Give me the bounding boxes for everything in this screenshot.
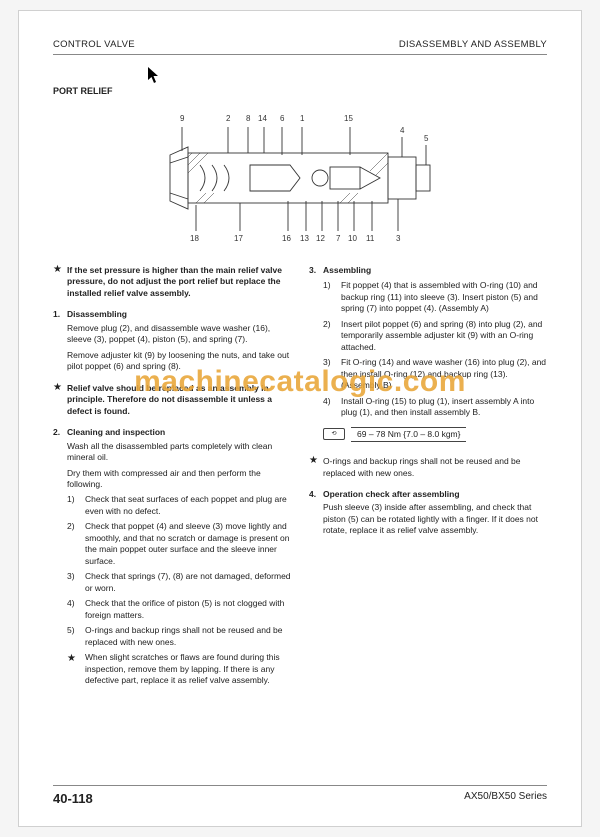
section-2-p1: Wash all the disassembled parts complete… <box>67 441 291 464</box>
svg-text:5: 5 <box>424 134 429 143</box>
svg-text:3: 3 <box>396 234 401 243</box>
section-4: 4. Operation check after assembling Push… <box>309 489 547 537</box>
star-note-3: ★ O-rings and backup rings shall not be … <box>309 456 547 479</box>
svg-text:2: 2 <box>226 114 231 123</box>
section-2-num: 2. <box>53 427 67 686</box>
section-2-sub-5: 5) O-rings and backup rings shall not be… <box>67 625 291 648</box>
svg-text:14: 14 <box>258 114 267 123</box>
svg-text:4: 4 <box>400 126 405 135</box>
section-2-sub-2: 2) Check that poppet (4) and sleeve (3) … <box>67 521 291 567</box>
svg-text:17: 17 <box>234 234 243 243</box>
page-footer: 40-118 AX50/BX50 Series <box>53 785 547 808</box>
section-4-p1: Push sleeve (3) inside after assembling,… <box>323 502 547 536</box>
star-icon: ★ <box>53 265 67 299</box>
section-4-num: 4. <box>309 489 323 537</box>
section-2-p2: Dry them with compressed air and then pe… <box>67 468 291 491</box>
svg-text:15: 15 <box>344 114 353 123</box>
svg-text:7: 7 <box>336 234 341 243</box>
star-icon: ★ <box>53 383 67 417</box>
section-1-num: 1. <box>53 309 67 372</box>
torque-spec: ⟲ 69 – 78 Nm {7.0 – 8.0 kgm} <box>323 427 547 442</box>
page-number: 40-118 <box>53 790 93 808</box>
svg-text:6: 6 <box>280 114 285 123</box>
svg-text:9: 9 <box>180 114 185 123</box>
section-1-p1: Remove plug (2), and disassemble wave wa… <box>67 323 291 346</box>
svg-text:13: 13 <box>300 234 309 243</box>
section-2: 2. Cleaning and inspection Wash all the … <box>53 427 291 686</box>
section-1-p2: Remove adjuster kit (9) by loosening the… <box>67 350 291 373</box>
manual-page: CONTROL VALVE DISASSEMBLY AND ASSEMBLY P… <box>18 10 582 827</box>
section-2-sub-4: 4) Check that the orifice of piston (5) … <box>67 598 291 621</box>
star-note-2: ★ Relief valve should be replaced as an … <box>53 383 291 417</box>
star-icon: ★ <box>309 456 323 479</box>
svg-text:16: 16 <box>282 234 291 243</box>
section-2-title: Cleaning and inspection <box>67 427 165 437</box>
two-column-body: ★ If the set pressure is higher than the… <box>53 259 547 687</box>
star-icon: ★ <box>67 652 85 686</box>
svg-text:10: 10 <box>348 234 357 243</box>
svg-text:8: 8 <box>246 114 251 123</box>
right-column: 3. Assembling 1) Fit poppet (4) that is … <box>309 259 547 687</box>
svg-text:18: 18 <box>190 234 199 243</box>
section-3-sub-1: 1) Fit poppet (4) that is assembled with… <box>323 280 547 314</box>
section-3-sub-2: 2) Insert pilot poppet (6) and spring (8… <box>323 319 547 353</box>
svg-text:1: 1 <box>300 114 305 123</box>
star-note-3-text: O-rings and backup rings shall not be re… <box>323 456 547 479</box>
torque-value: 69 – 78 Nm {7.0 – 8.0 kgm} <box>351 427 466 442</box>
section-2-sub-3: 3) Check that springs (7), (8) are not d… <box>67 571 291 594</box>
svg-text:11: 11 <box>366 234 375 243</box>
torque-wrench-icon: ⟲ <box>323 428 345 440</box>
section-3-sub-4: 4) Install O-ring (15) to plug (1), inse… <box>323 396 547 419</box>
left-column: ★ If the set pressure is higher than the… <box>53 259 291 687</box>
star-note-1-text: If the set pressure is higher than the m… <box>67 265 291 299</box>
section-2-star-sub: ★ When slight scratches or flaws are fou… <box>67 652 291 686</box>
page-header: CONTROL VALVE DISASSEMBLY AND ASSEMBLY <box>53 39 547 55</box>
section-3: 3. Assembling 1) Fit poppet (4) that is … <box>309 265 547 450</box>
section-1: 1. Disassembling Remove plug (2), and di… <box>53 309 291 372</box>
cursor-icon <box>147 66 161 87</box>
section-3-title: Assembling <box>323 265 371 275</box>
section-1-title: Disassembling <box>67 309 291 320</box>
star-note-1: ★ If the set pressure is higher than the… <box>53 265 291 299</box>
relief-valve-diagram: 9 2 8 14 6 1 15 4 5 18 17 16 13 12 7 10 … <box>140 105 460 245</box>
header-right: DISASSEMBLY AND ASSEMBLY <box>399 39 547 52</box>
svg-text:12: 12 <box>316 234 325 243</box>
section-3-sub-3: 3) Fit O-ring (14) and wave washer (16) … <box>323 357 547 391</box>
header-left: CONTROL VALVE <box>53 39 135 52</box>
series-label: AX50/BX50 Series <box>464 790 547 808</box>
section-title: PORT RELIEF <box>53 85 547 97</box>
star-note-2-text: Relief valve should be replaced as an as… <box>67 383 291 417</box>
section-4-title: Operation check after assembling <box>323 489 460 499</box>
section-2-sub-1: 1) Check that seat surfaces of each popp… <box>67 494 291 517</box>
section-3-num: 3. <box>309 265 323 450</box>
